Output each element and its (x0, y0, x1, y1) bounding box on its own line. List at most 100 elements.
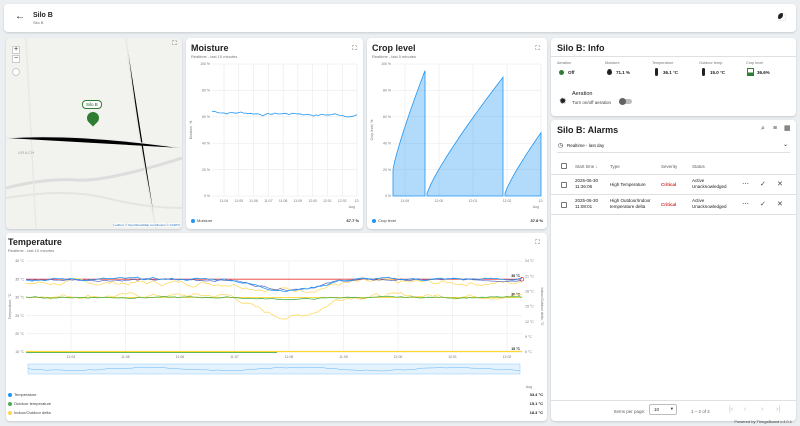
info-title: Silo B: Info (557, 43, 605, 53)
clear-icon[interactable]: ✕ (777, 181, 783, 188)
crop-series-area (504, 131, 542, 197)
row-checkbox[interactable] (561, 202, 567, 208)
y-axis-label: Moisture, % (189, 121, 193, 139)
x-tick-label: 12: (355, 199, 360, 203)
acknowledge-icon[interactable]: ✓ (760, 181, 766, 188)
row-checkbox[interactable] (561, 182, 567, 188)
columns-icon[interactable]: ▦ (784, 125, 791, 132)
thermometer-icon (655, 68, 658, 76)
crop-legend: Crop level (372, 218, 396, 223)
clear-icon[interactable]: ✕ (777, 201, 783, 208)
aeration-title: Aeration (572, 91, 593, 97)
crop-value: 37.8 % (530, 218, 543, 223)
y-tick-label: 20 °C (15, 332, 24, 336)
info-widget: Silo B: Info Aeration Off Moisture 71.1 % Te… (551, 38, 796, 116)
fullscreen-icon[interactable]: ⛶ (535, 240, 540, 246)
filter-icon[interactable]: ≡ (773, 125, 778, 132)
zoom-out-button[interactable]: − (12, 55, 20, 63)
map-widget[interactable]: + − ⛶ Silo B URACH Leaflet | © OpenStree… (6, 38, 182, 229)
map-attribution[interactable]: Leaflet | © OpenStreetMap contributors ©… (113, 223, 180, 227)
crop-title: Crop level (372, 43, 416, 53)
search-icon[interactable]: ⌕ (761, 125, 765, 132)
fullscreen-icon[interactable]: ⛶ (172, 41, 177, 47)
y-tick-label: 40 °C (15, 259, 24, 263)
first-page-icon[interactable]: |‹ (729, 406, 734, 413)
x-tick-label: 11:06 (249, 199, 258, 203)
x-tick-label: 11:05 (121, 355, 130, 359)
legend-label: Crop level (378, 218, 397, 223)
items-per-page-value: 10 (654, 407, 660, 412)
y2-tick-label: 24 °C (525, 259, 534, 263)
zoom-in-button[interactable]: + (12, 46, 20, 54)
crop-subtitle: Realtime - last 5 minutes (372, 54, 417, 59)
info-divider (551, 56, 796, 57)
temperature-series-line-alt (25, 278, 523, 291)
x-tick-label: 12:02 (503, 199, 512, 203)
x-tick-label: 11:08 (285, 355, 294, 359)
legend-item[interactable]: Indoor/Outdoor delta (8, 410, 51, 415)
y2-tick-label: 12 °C (525, 320, 534, 324)
y-tick-label: 0 % (204, 194, 210, 198)
alarm-severity: Critical (661, 182, 677, 187)
prev-page-icon[interactable]: ‹ (744, 406, 747, 413)
acknowledge-icon[interactable]: ✓ (760, 201, 766, 208)
page-subtitle: Silo B (33, 20, 44, 25)
fullscreen-icon[interactable]: ⛶ (352, 46, 357, 52)
more-icon[interactable]: ⋯ (742, 181, 749, 188)
column-header-status[interactable]: Status (692, 164, 705, 169)
info-field-value: 36.1 °C (663, 70, 679, 75)
legend-swatch (8, 401, 12, 406)
delta-series-line (25, 292, 523, 320)
y-tick-label: 100 % (381, 62, 391, 66)
legend-value: 18.3 °C (529, 410, 543, 415)
status-dot-icon (559, 70, 564, 75)
clock-icon: ◷ (558, 143, 564, 149)
y-tick-label: 60 % (202, 115, 210, 119)
info-field-label: Outdoor temp. (699, 61, 724, 65)
outdoor-temperature-series-line (25, 295, 523, 301)
column-header-type[interactable]: Type (610, 164, 620, 169)
column-header-severity[interactable]: Severity (661, 164, 678, 169)
x-tick-label: 11:07 (230, 355, 239, 359)
y-tick-label: 20 % (383, 168, 391, 172)
page-range: 1 – 2 of 2 (691, 409, 710, 414)
table-row[interactable]: 2025-06-30 11:36:06 High Temperature Cri… (551, 175, 796, 195)
legend-label: Moisture (197, 218, 213, 223)
column-header-start-time[interactable]: Start time ↓ (575, 164, 598, 169)
y2-tick-label: 15 °C (525, 305, 534, 309)
select-all-checkbox[interactable] (561, 163, 567, 169)
crop-level-widget: Crop level Realtime - last 5 minutes ⛶ 1… (367, 38, 547, 229)
items-per-page-select[interactable]: 10 ▾ (649, 404, 677, 415)
legend-item[interactable]: Outdoor temperature (8, 401, 51, 406)
back-arrow-icon[interactable]: ← (15, 11, 25, 22)
y-tick-label: 20 % (202, 168, 210, 172)
legend-swatch (372, 218, 376, 223)
map-canvas[interactable] (6, 38, 182, 229)
timewindow-label: Realtime - last day (567, 143, 605, 148)
layers-icon[interactable] (12, 68, 20, 76)
powered-by[interactable]: Powered by ThingsBoard v.4.0.1 (734, 419, 792, 424)
x-tick-label: 11:08 (279, 199, 288, 203)
x-tick-label: 11:09 (339, 355, 348, 359)
fan-icon: ✹ (559, 96, 567, 106)
y-tick-label: 100 % (200, 62, 210, 66)
last-page-icon[interactable]: ›| (776, 406, 781, 413)
threshold-label: 35 °C (511, 274, 520, 278)
next-page-icon[interactable]: › (761, 406, 764, 413)
more-icon[interactable]: ⋯ (742, 201, 749, 208)
fullscreen-icon[interactable]: ⛶ (535, 46, 540, 52)
legend-item[interactable]: Temperature (8, 392, 36, 397)
info-field-value: 36.6% (757, 70, 770, 75)
battery-icon (747, 68, 754, 76)
x-tick-label: 11:07 (264, 199, 273, 203)
dark-mode-icon[interactable] (778, 13, 786, 21)
y-tick-label: 80 % (383, 89, 391, 93)
timewindow-selector[interactable]: ◷ Realtime - last day ⌄ (557, 141, 790, 153)
legend-label: Indoor/Outdoor delta (14, 410, 51, 415)
chevron-down-icon: ⌄ (782, 142, 788, 148)
crop-chart: 100 % 80 % 60 % 40 % 20 % 0 % 11:09 12:00 12:01 1… (370, 62, 543, 209)
table-row[interactable]: 2025-06-30 11:08:01 High Outdoor/Indoor … (551, 195, 796, 215)
moisture-value: 67.7 % (346, 218, 359, 223)
aeration-toggle[interactable] (619, 98, 632, 105)
map-marker-label[interactable]: Silo B (82, 100, 102, 109)
